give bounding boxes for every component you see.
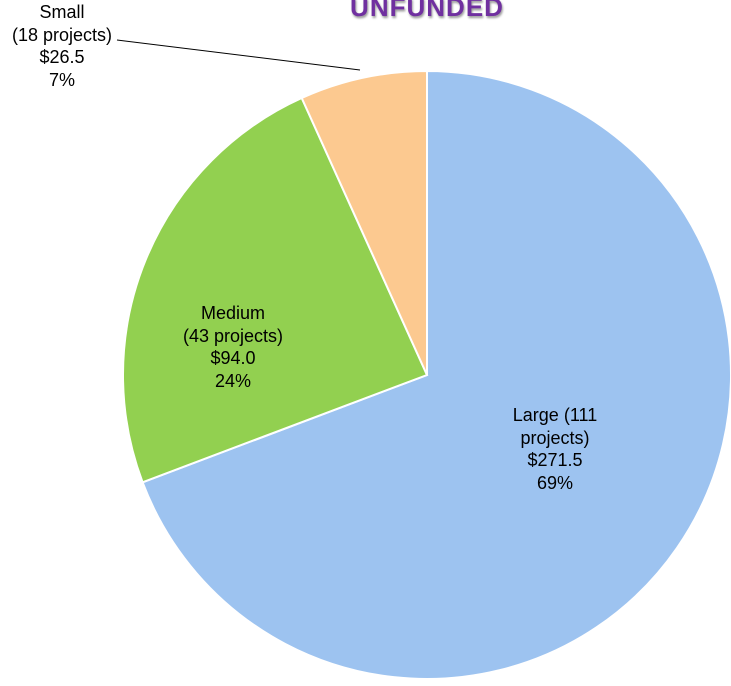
percent-label: 69% (536, 472, 574, 493)
pie-slice (122, 96, 429, 484)
project-label: (111 projects) (520, 405, 598, 448)
percent-label: 24% (214, 370, 252, 391)
value-label: $271.5 (527, 450, 583, 470)
pie-slice (141, 69, 731, 680)
value-label: $94.0 (210, 348, 256, 368)
category-label: Large (512, 405, 559, 425)
label-name: Large (111 projects) (500, 404, 610, 449)
data-label: Small (18 projects) $26.5 7% (12, 1, 112, 91)
percent-label: 7% (48, 69, 76, 90)
category-label: Medium (200, 303, 266, 323)
category-label: Small (39, 2, 85, 22)
data-label: Large (111 projects) $271.5 69% (500, 404, 610, 494)
data-label: Medium (43 projects) $94.0 24% (183, 302, 283, 392)
chart-title: UNFUNDED (350, 0, 504, 22)
leader-line (116, 39, 361, 71)
value-label: $26.5 (39, 47, 85, 67)
project-label: (18 projects) (11, 24, 113, 45)
pie-slice (300, 69, 428, 376)
project-label: (43 projects) (182, 325, 284, 346)
